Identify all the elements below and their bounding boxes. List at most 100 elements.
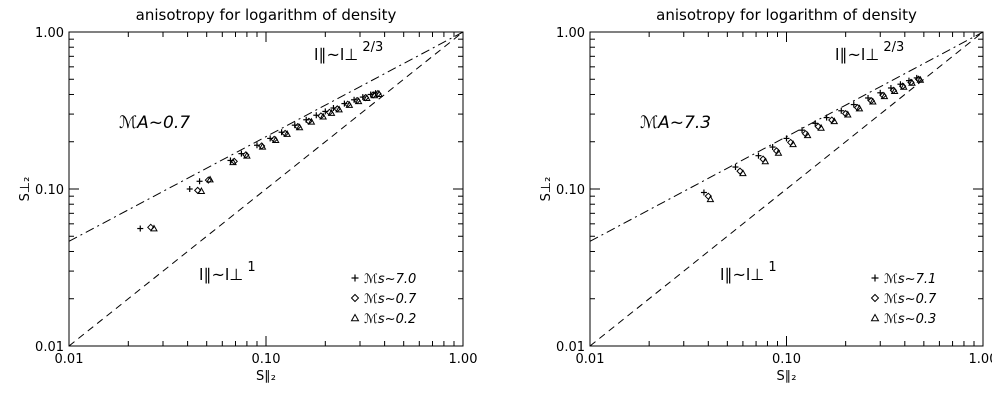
data-point: [354, 97, 363, 105]
reference-line-1: [69, 32, 463, 242]
data-point: [206, 175, 214, 183]
data-point: [850, 101, 857, 108]
data-point: [186, 186, 193, 192]
data-point: [783, 135, 790, 142]
legend-marker: [350, 293, 360, 303]
data-point: [150, 224, 158, 232]
data-point: [706, 195, 715, 203]
series-2: [704, 75, 923, 200]
x-tick-label: 0.01: [55, 352, 84, 367]
reference-line-label: l∥~l⊥ 2/3: [314, 40, 383, 64]
legend-label: ℳs~7.0: [364, 272, 416, 287]
data-point: [700, 189, 707, 196]
data-point: [739, 169, 747, 177]
legend-label: ℳs~0.7: [884, 292, 937, 307]
legend-marker: [351, 274, 359, 282]
data-point: [137, 225, 144, 232]
data-point: [880, 92, 889, 100]
reference-line-label: l∥~l⊥ 1: [720, 260, 777, 284]
data-point: [295, 123, 304, 131]
data-point: [865, 94, 872, 101]
data-point: [838, 107, 845, 114]
data-point: [817, 123, 825, 131]
x-tick-label: 0.10: [252, 352, 281, 367]
legend-label: ℳs~0.2: [364, 312, 416, 327]
data-point: [812, 120, 819, 127]
legend-label: ℳs~7.1: [884, 272, 936, 287]
data-point: [197, 187, 206, 194]
series-2: [147, 89, 382, 232]
data-point: [774, 148, 783, 156]
y-axis-label: S⊥₂: [539, 177, 554, 202]
data-point: [370, 91, 379, 99]
x-tick-label: 0.01: [576, 352, 605, 367]
mach-alfven-annotation: ℳA~7.3: [640, 113, 711, 133]
legend: ℳs~7.1 ℳs~0.7 ℳs~0.3: [870, 272, 937, 327]
data-point: [319, 112, 327, 120]
x-axis-label: S∥₂: [777, 369, 797, 384]
data-point: [899, 82, 908, 90]
legend: ℳs~7.0 ℳs~0.7 ℳs~0.2: [350, 272, 417, 327]
data-point: [193, 186, 202, 195]
data-point: [291, 122, 298, 129]
data-point: [327, 108, 336, 116]
mach-alfven-annotation: ℳA~0.7: [119, 113, 190, 133]
data-point: [916, 75, 925, 83]
y-tick-label: 0.01: [556, 340, 585, 355]
legend-marker: [350, 313, 360, 322]
x-axis-label: S∥₂: [256, 369, 276, 384]
data-point: [229, 158, 237, 166]
data-point: [271, 136, 280, 143]
series-1: [137, 90, 379, 232]
x-tick-label: 0.10: [772, 352, 801, 367]
axis-ticks: [68, 31, 464, 347]
data-point: [243, 151, 251, 159]
axis-ticks: [589, 31, 984, 347]
series-1: [700, 74, 920, 196]
data-point: [789, 140, 797, 148]
data-point: [196, 178, 203, 185]
data-point: [843, 110, 852, 118]
data-point: [890, 87, 899, 95]
data-point: [732, 164, 739, 171]
chart-title: anisotropy for logarithm of density: [136, 6, 397, 24]
y-tick-label: 1.00: [35, 26, 64, 41]
y-tick-label: 0.10: [556, 183, 585, 198]
data-point: [755, 152, 762, 159]
data-point: [830, 117, 839, 125]
legend-marker: [871, 274, 879, 282]
legend-marker: [870, 293, 880, 303]
series-3: [706, 75, 925, 203]
series-3: [150, 90, 383, 232]
data-point: [362, 94, 371, 102]
data-point: [799, 127, 806, 134]
x-tick-label: 1.00: [969, 352, 992, 367]
data-point: [307, 117, 316, 125]
data-point: [803, 131, 812, 139]
reference-line-label: l∥~l⊥ 1: [199, 260, 256, 284]
y-tick-label: 0.01: [35, 340, 64, 355]
data-point: [341, 100, 348, 107]
y-tick-label: 1.00: [556, 26, 585, 41]
data-point: [736, 167, 744, 175]
data-point: [823, 114, 830, 121]
reference-line-label: l∥~l⊥ 2/3: [835, 40, 904, 64]
data-point: [258, 142, 267, 150]
x-tick-label: 1.00: [449, 352, 478, 367]
data-point: [868, 97, 877, 105]
data-point: [375, 90, 383, 98]
data-point: [204, 176, 213, 184]
data-point: [351, 96, 358, 103]
data-point: [897, 81, 904, 88]
y-axis-label: S⊥₂: [18, 177, 33, 202]
data-point: [283, 129, 291, 137]
data-point: [761, 157, 770, 165]
data-point: [908, 78, 916, 86]
data-point: [855, 104, 864, 112]
legend-label: ℳs~0.3: [884, 312, 936, 327]
legend-label: ℳs~0.7: [364, 292, 417, 307]
data-point: [335, 105, 343, 113]
